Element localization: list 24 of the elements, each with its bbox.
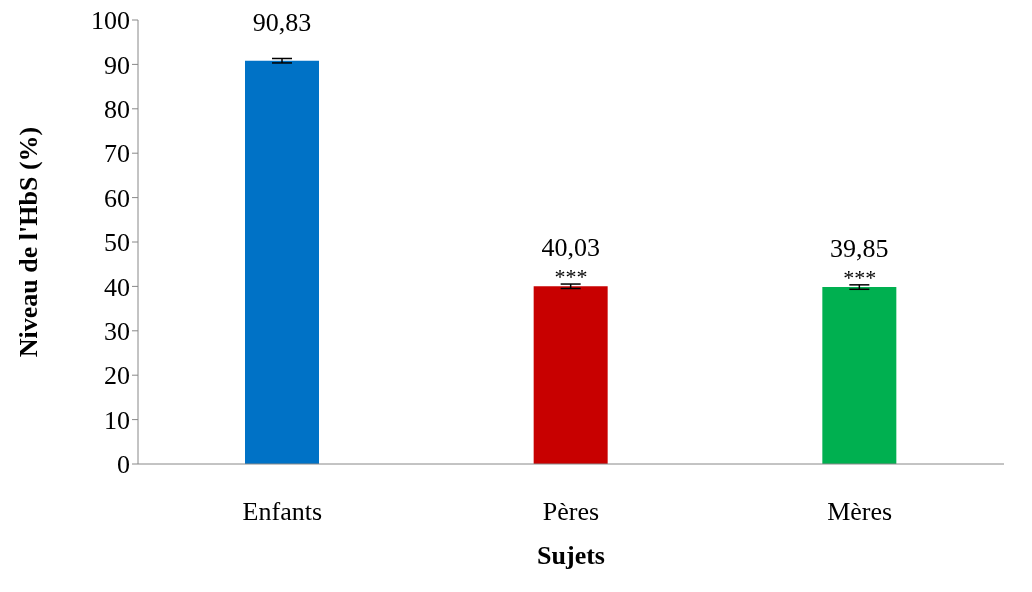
- x-axis-title: Sujets: [537, 541, 605, 570]
- bar: [822, 287, 897, 464]
- data-label: 40,03: [541, 233, 600, 263]
- y-tick-label: 20: [104, 361, 130, 391]
- x-tick-label: Enfants: [242, 497, 323, 527]
- y-tick-label: 80: [104, 95, 130, 125]
- y-tick-label: 60: [104, 183, 130, 213]
- data-label: 90,83: [252, 7, 312, 37]
- x-tick-label: Mères: [827, 497, 893, 527]
- annotation: ***: [554, 264, 588, 290]
- y-tick-label: 0: [117, 450, 130, 480]
- y-tick-label: 40: [104, 272, 130, 302]
- bar: [533, 286, 608, 464]
- y-tick-label: 30: [104, 317, 130, 347]
- y-tick-label: 100: [91, 6, 130, 36]
- x-tick-label: Pères: [542, 497, 600, 527]
- y-tick-label: 10: [104, 405, 130, 435]
- y-tick-label: 90: [104, 50, 130, 80]
- bar: [245, 60, 319, 464]
- y-axis-title: Niveau de l'HbS (%): [14, 126, 44, 358]
- y-tick-label: 70: [104, 139, 130, 169]
- data-label: 39,85: [830, 234, 889, 264]
- annotation: ***: [843, 265, 877, 291]
- y-tick-label: 50: [104, 228, 130, 258]
